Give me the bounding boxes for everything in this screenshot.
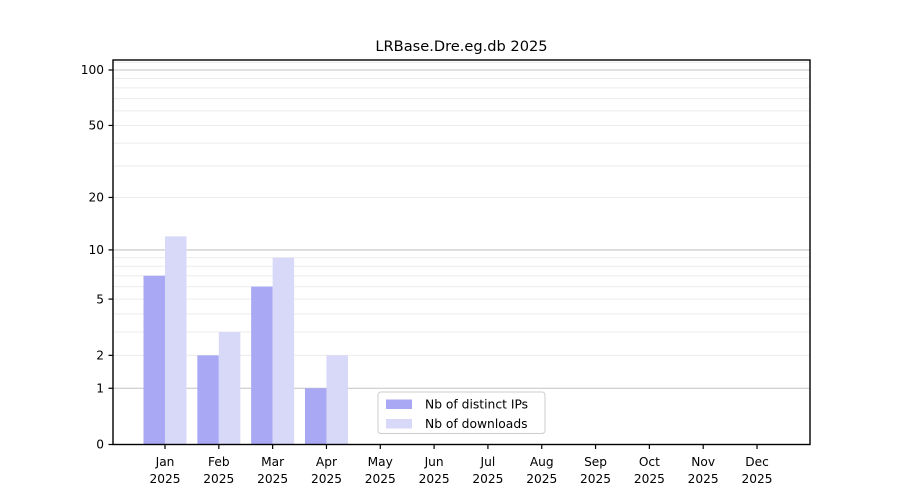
legend-box [377,391,546,434]
x-tick-label-month: Apr [316,455,338,469]
y-tick-label: 50 [88,119,104,133]
x-tick-label-year: 2025 [203,472,234,486]
bar-downloads-mar [272,257,295,445]
bar-downloads-feb [218,332,241,445]
x-tick-label-year: 2025 [257,472,288,486]
x-tick-label-month: Mar [261,455,285,469]
x-tick-label-month: May [368,455,393,469]
x-tick-label-month: Dec [745,455,769,469]
legend-swatch-downloads [386,419,412,429]
chart-title: LRBase.Dre.eg.db 2025 [375,38,547,55]
y-tick-label: 10 [88,243,104,257]
x-tick-label-year: 2025 [311,472,342,486]
bar-downloads-jan [165,236,187,445]
x-tick-label-year: 2025 [526,472,557,486]
x-tick-label-month: Aug [530,455,554,469]
y-tick-label: 100 [81,63,104,77]
legend-swatch-distinct-ips [386,399,412,409]
x-tick-label-month: Nov [691,455,715,469]
y-tick-label: 1 [96,381,104,395]
legend: Nb of distinct IPs Nb of downloads [377,391,546,434]
x-tick-label-month: Jul [480,455,496,469]
y-tick-label: 0 [96,438,104,452]
x-tick-label-year: 2025 [580,472,611,486]
bar-distinct-ips-mar [251,286,273,445]
x-tick-label-year: 2025 [742,472,773,486]
x-tick-label-month: Sep [584,455,607,469]
y-tick-label: 20 [88,191,104,205]
x-tick-label-month: Feb [208,455,230,469]
y-tick-label: 5 [96,292,104,306]
x-tick-label-year: 2025 [472,472,503,486]
plot-border [112,59,811,446]
x-tick-label-year: 2025 [419,472,450,486]
x-tick-label-month: Jun [424,455,444,469]
y-tick-label: 2 [96,349,104,363]
x-tick-label-year: 2025 [365,472,396,486]
x-tick-label-year: 2025 [634,472,665,486]
legend-label-downloads: Nb of downloads [425,417,528,431]
legend-label-distinct-ips: Nb of distinct IPs [425,398,528,412]
x-tick-label-year: 2025 [149,472,180,486]
bar-distinct-ips-jan [143,275,165,445]
bar-downloads-apr [326,355,348,445]
x-tick-label-month: Jan [155,455,175,469]
bar-distinct-ips-apr [304,388,327,445]
x-tick-label-month: Oct [639,455,660,469]
x-tick-label-year: 2025 [688,472,719,486]
bar-distinct-ips-feb [197,355,219,445]
